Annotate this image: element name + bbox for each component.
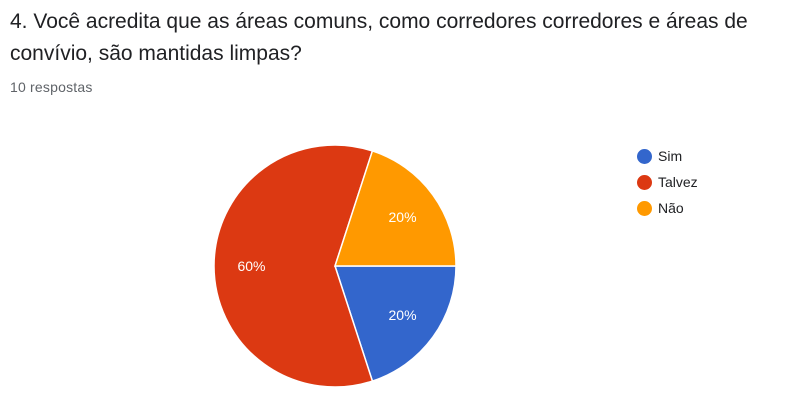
- legend-swatch: [637, 174, 652, 190]
- pie-slice-talvez: [213, 144, 374, 388]
- legend-label: Não: [658, 200, 684, 216]
- pie-label-talvez: 60%: [237, 258, 265, 274]
- pie-label-não: 20%: [389, 209, 417, 225]
- legend-label: Talvez: [658, 174, 698, 190]
- response-count: 10 respostas: [10, 79, 93, 95]
- question-title: 4. Você acredita que as áreas comuns, co…: [10, 10, 748, 65]
- pie-slice-não: [333, 149, 457, 267]
- chart-legend: Sim Talvez Não: [637, 143, 698, 221]
- legend-swatch: [637, 200, 652, 216]
- legend-item-nao: Não: [637, 195, 698, 221]
- pie-label-sim: 20%: [389, 307, 417, 323]
- legend-item-sim: Sim: [637, 143, 698, 169]
- legend-swatch: [637, 148, 652, 164]
- legend-item-talvez: Talvez: [637, 169, 698, 195]
- pie-slice-sim: [333, 265, 457, 383]
- legend-label: Sim: [658, 148, 683, 164]
